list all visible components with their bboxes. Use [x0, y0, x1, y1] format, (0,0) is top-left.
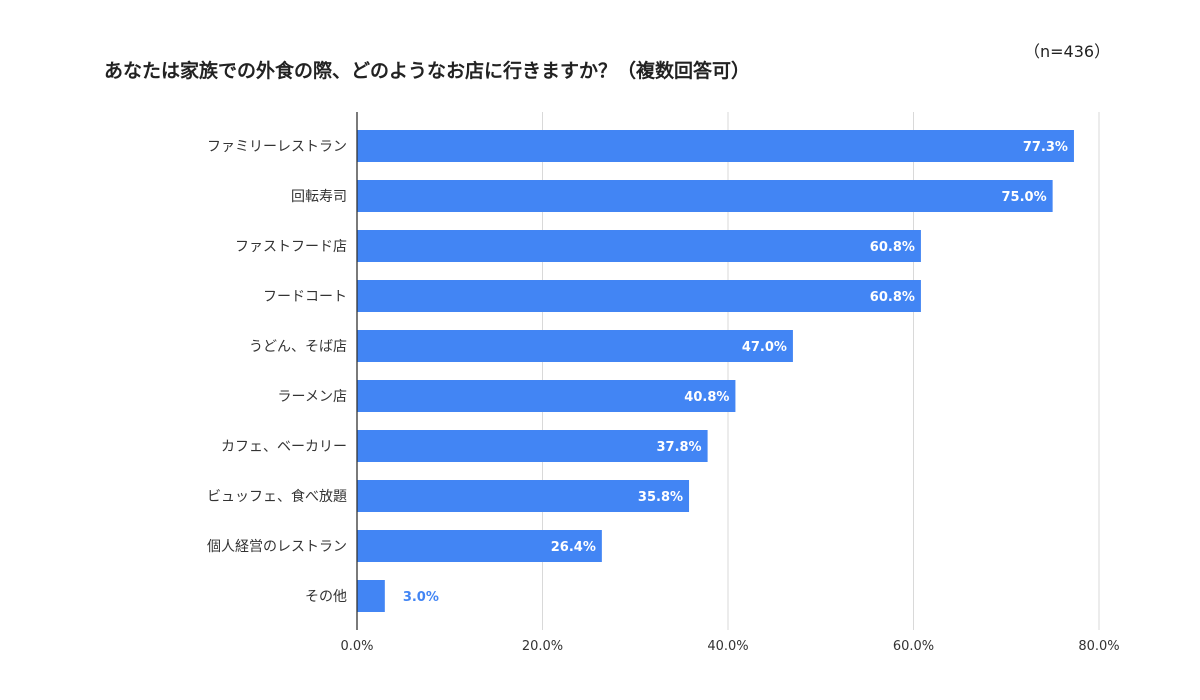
category-label: その他 [305, 589, 347, 605]
bar [357, 130, 1074, 162]
category-label: ファストフード店 [235, 239, 347, 255]
category-label: ラーメン店 [278, 389, 347, 405]
category-label: ファミリーレストラン [207, 139, 347, 155]
bar [357, 530, 602, 562]
data-label: 26.4% [551, 540, 596, 555]
data-label: 60.8% [870, 240, 915, 255]
data-label: 3.0% [403, 590, 439, 605]
data-label: 40.8% [684, 390, 729, 405]
bar [357, 580, 385, 612]
data-label: 37.8% [656, 440, 701, 455]
bar [357, 430, 708, 462]
bar [357, 380, 736, 412]
category-label: ビュッフェ、食べ放題 [207, 488, 347, 505]
data-label: 60.8% [870, 290, 915, 305]
x-tick-label: 60.0% [893, 639, 934, 654]
sample-size-label: （n=436） [1024, 42, 1111, 61]
data-label: 35.8% [638, 490, 683, 505]
chart-title: あなたは家族での外食の際、どのようなお店に行きますか？（複数回答可） [104, 60, 751, 82]
x-tick-label: 20.0% [522, 639, 563, 654]
x-tick-label: 0.0% [340, 639, 373, 654]
category-label: フードコート [263, 289, 347, 305]
data-label: 47.0% [742, 340, 787, 355]
bar [357, 280, 921, 312]
bar [357, 180, 1053, 212]
bar [357, 480, 690, 512]
data-label: 75.0% [1002, 190, 1047, 205]
x-tick-label: 40.0% [707, 639, 748, 654]
category-label: 個人経営のレストラン [207, 539, 347, 555]
bar [357, 230, 921, 262]
x-tick-label: 80.0% [1078, 639, 1119, 654]
bar [357, 330, 793, 362]
category-label: うどん、そば店 [249, 339, 347, 355]
category-label: 回転寿司 [291, 188, 347, 205]
category-label: カフェ、ベーカリー [221, 439, 347, 455]
data-label: 77.3% [1023, 140, 1068, 155]
